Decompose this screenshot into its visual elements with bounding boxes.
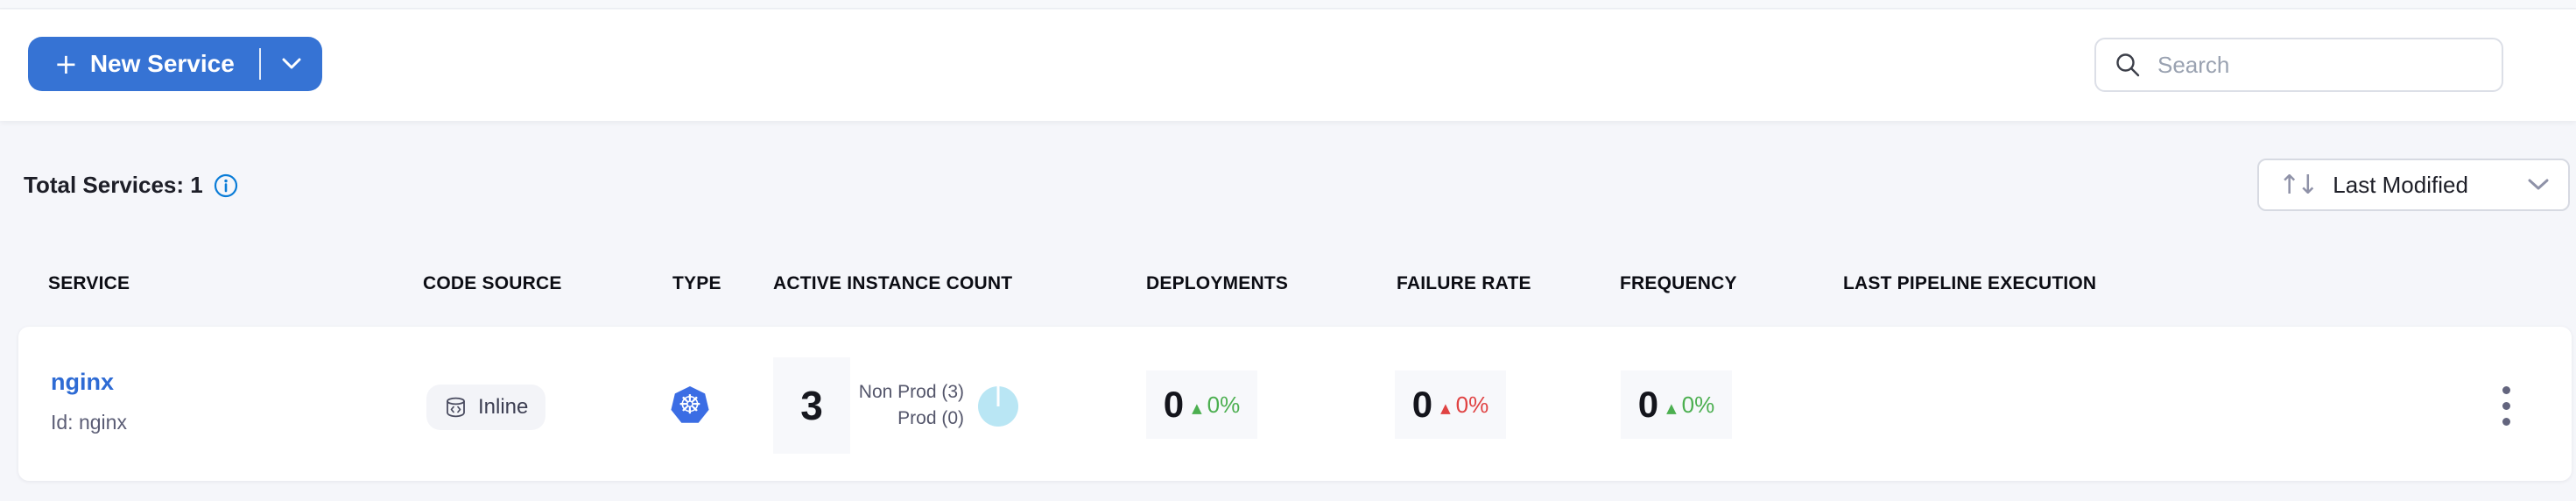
- deployments-trend: 0%: [1207, 391, 1241, 418]
- kubernetes-icon: ☸: [671, 386, 709, 423]
- non-prod-count: Non Prod (3): [858, 382, 964, 402]
- top-strip: [0, 0, 2576, 9]
- new-service-button[interactable]: + New Service: [28, 37, 322, 91]
- trend-up-icon: ▲: [1666, 399, 1677, 416]
- sort-selected-value: Last Modified: [2333, 171, 2468, 198]
- table-header-row: SERVICE CODE SOURCE TYPE ACTIVE INSTANCE…: [0, 273, 2576, 296]
- total-services-label: Total Services: 1: [24, 172, 203, 198]
- info-icon[interactable]: [214, 173, 238, 198]
- service-name-link[interactable]: nginx: [51, 369, 114, 395]
- new-service-label: New Service: [89, 50, 235, 77]
- code-source-label: Inline: [478, 395, 529, 419]
- frequency-value: 0: [1637, 384, 1659, 425]
- frequency-stat: 0 ▲ 0%: [1621, 370, 1732, 439]
- chevron-down-icon: [282, 58, 301, 69]
- search-icon: [2116, 53, 2140, 77]
- trend-up-icon: ▲: [1192, 399, 1202, 416]
- active-instance-count: 3: [773, 357, 850, 454]
- failure-rate-trend: 0%: [1455, 391, 1489, 418]
- header-bar: + New Service: [0, 10, 2576, 121]
- column-header-service: SERVICE: [48, 273, 130, 293]
- plus-icon: +: [54, 47, 78, 81]
- kebab-dot: [2502, 417, 2510, 426]
- failure-rate-stat: 0 ▲ 0%: [1395, 370, 1506, 439]
- code-source-badge: Inline: [426, 385, 546, 430]
- column-header-failure-rate: FAILURE RATE: [1397, 273, 1531, 293]
- sort-updown-icon: ↑↓: [2278, 169, 2319, 201]
- total-services-count: Total Services: 1: [24, 172, 238, 199]
- search-box: [2094, 38, 2503, 92]
- instance-env-breakdown: Non Prod (3) Prod (0): [824, 379, 964, 432]
- column-header-code-source: CODE SOURCE: [423, 273, 562, 293]
- inline-store-icon: [447, 397, 465, 417]
- kebab-dot: [2502, 385, 2510, 394]
- chevron-down-icon: [2528, 179, 2549, 190]
- column-header-type: TYPE: [672, 273, 721, 293]
- new-service-dropdown-toggle[interactable]: [261, 37, 322, 91]
- deployments-stat: 0 ▲ 0%: [1146, 370, 1257, 439]
- row-options-menu[interactable]: [2478, 378, 2534, 434]
- trend-up-icon: ▲: [1440, 399, 1451, 416]
- instance-distribution-pie: [978, 386, 1018, 427]
- column-header-deployments: DEPLOYMENTS: [1146, 273, 1289, 293]
- sort-dropdown[interactable]: ↑↓ Last Modified: [2257, 159, 2570, 211]
- service-id-text: Id: nginx: [51, 411, 127, 434]
- prod-count: Prod (0): [897, 408, 964, 428]
- service-row[interactable]: nginx Id: nginx Inline ☸ 3 Non Prod (3) …: [18, 327, 2572, 481]
- column-header-last-pipeline-execution: LAST PIPELINE EXECUTION: [1843, 273, 2097, 293]
- failure-rate-value: 0: [1411, 384, 1433, 425]
- frequency-trend: 0%: [1681, 391, 1715, 418]
- search-input[interactable]: [2157, 51, 2484, 79]
- deployments-value: 0: [1163, 384, 1185, 425]
- column-header-frequency: FREQUENCY: [1620, 273, 1737, 293]
- kebab-dot: [2502, 401, 2510, 410]
- button-divider: [258, 48, 261, 80]
- column-header-active-instance-count: ACTIVE INSTANCE COUNT: [773, 273, 1013, 293]
